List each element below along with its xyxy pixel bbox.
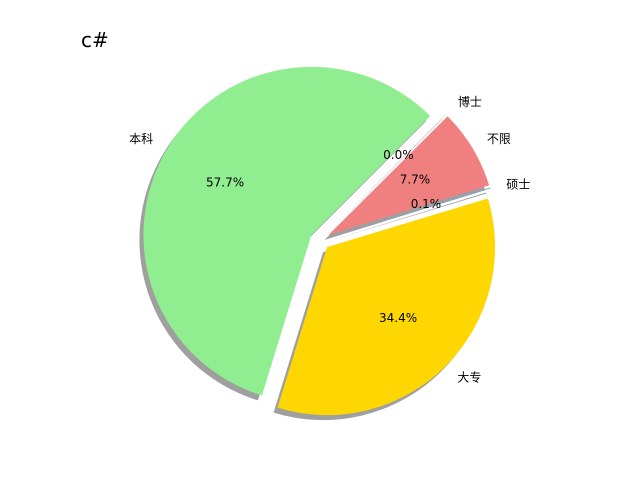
pie-slice-shadow	[323, 119, 443, 238]
slice-category-label: 博士	[458, 94, 482, 109]
pie-slice-shadow	[325, 192, 487, 243]
pie-labels: 本科 57.7% 大专 34.4% 硕士 0.1% 不限 7.7% 博士 0.0%	[129, 94, 530, 385]
pie-slice	[329, 187, 491, 238]
slice-percent-label: 0.1%	[411, 197, 442, 211]
slice-percent-label: 34.4%	[379, 311, 417, 325]
pie-slice	[327, 114, 447, 233]
slice-percent-label: 57.7%	[206, 175, 244, 189]
pie-slice	[328, 116, 490, 235]
slice-percent-label: 0.0%	[383, 148, 414, 162]
slice-category-label: 本科	[129, 132, 153, 146]
slice-category-label: 硕士	[506, 178, 530, 192]
slice-category-label: 不限	[487, 132, 511, 146]
slice-percent-label: 7.7%	[400, 172, 431, 186]
chart-title: c#	[81, 28, 109, 52]
slice-category-label: 大专	[457, 370, 481, 385]
pie-slices	[143, 66, 496, 416]
pie-slice	[277, 198, 496, 416]
pie-slice	[143, 66, 431, 396]
